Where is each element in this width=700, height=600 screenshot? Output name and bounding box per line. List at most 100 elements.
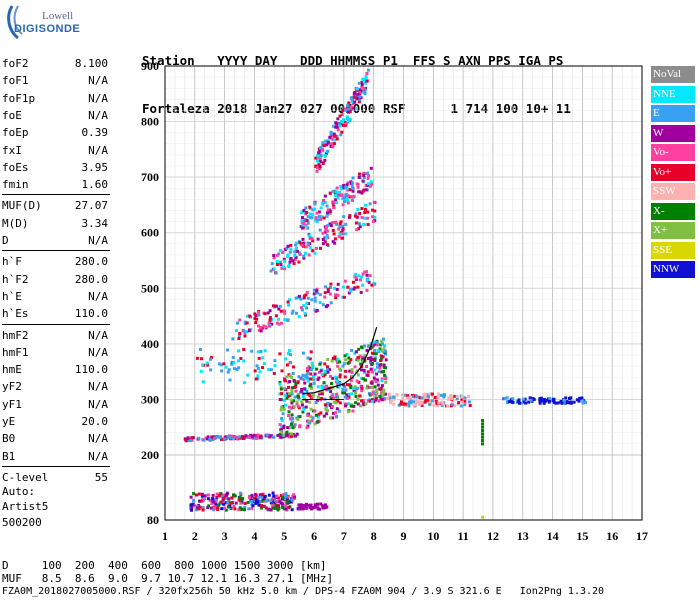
echo-point (286, 395, 290, 399)
echo-point (338, 375, 342, 379)
echo-point (220, 507, 224, 511)
echo-point (271, 506, 275, 510)
echo-point (370, 361, 374, 365)
echo-point (377, 370, 381, 374)
echo-point (370, 283, 374, 287)
echo-point (200, 494, 204, 498)
echo-point (280, 392, 284, 396)
echo-point (275, 260, 279, 264)
echo-point (427, 395, 431, 399)
echo-point (336, 399, 340, 403)
echo-point (380, 339, 384, 343)
echo-point (331, 221, 335, 225)
echo-point (330, 381, 334, 385)
echo-point (303, 376, 307, 380)
echo-point (314, 216, 318, 220)
echo-point (302, 408, 306, 412)
echo-point (354, 221, 358, 225)
echo-point (286, 351, 290, 355)
echo-point (369, 356, 373, 360)
param-value: 280.0 (74, 255, 108, 269)
echo-point (326, 142, 330, 146)
echo-point (344, 388, 348, 392)
echo-point (219, 500, 223, 504)
echo-point (337, 409, 341, 413)
echo-point (304, 405, 308, 409)
echo-point (353, 385, 357, 389)
echo-point (375, 341, 379, 345)
echo-point (206, 493, 210, 497)
echo-point (275, 500, 279, 504)
echo-point (273, 364, 277, 368)
echo-point (379, 354, 383, 358)
echo-point (365, 373, 369, 377)
echo-point (292, 262, 296, 266)
echo-point (228, 378, 232, 382)
echo-point (373, 368, 377, 372)
chart-axes: 1 2 3 4 5 6 7 8 9 10 11 12 13 14 15 16 17802003004005006… (141, 59, 648, 543)
echo-point (355, 182, 359, 186)
echo-point (426, 398, 430, 402)
echo-point (242, 508, 246, 512)
echo-point (327, 368, 331, 372)
echo-point (370, 392, 374, 396)
echo-point (361, 283, 365, 287)
param-row-17: hmE 110.0 (2, 363, 108, 377)
param-row-4: foEp 0.39 (2, 126, 108, 140)
echo-point (308, 205, 312, 209)
echo-point (322, 381, 326, 385)
echo-point (524, 401, 528, 405)
echo-point (321, 242, 325, 246)
echo-point (361, 272, 365, 276)
echo-point (421, 401, 425, 405)
echo-point (311, 374, 315, 378)
echo-point (269, 499, 273, 503)
echo-point (247, 507, 251, 511)
echo-point (428, 403, 432, 407)
echo-point (481, 429, 485, 433)
echo-point (201, 380, 205, 384)
echo-point (243, 505, 247, 509)
echo-point (451, 399, 455, 403)
param-row-3: foE N/A (2, 109, 108, 123)
echo-point (338, 367, 342, 371)
echo-point (257, 495, 261, 499)
echo-point (214, 500, 218, 504)
echo-point (280, 369, 284, 373)
echo-point (481, 422, 485, 426)
echo-point (302, 256, 306, 260)
echo-point (308, 212, 312, 216)
echo-point (287, 303, 291, 307)
echo-point (297, 315, 301, 319)
echo-point (522, 397, 526, 401)
echo-point (348, 110, 352, 114)
echo-point (305, 219, 309, 223)
echo-point (383, 349, 387, 353)
echo-point (270, 322, 274, 326)
echo-point (280, 405, 284, 409)
echo-point (209, 355, 213, 359)
echo-point (279, 387, 283, 391)
echo-point (297, 375, 301, 379)
echo-point (341, 383, 345, 387)
echo-point (289, 417, 293, 421)
echo-point (342, 295, 346, 299)
echo-point (333, 134, 337, 138)
echo-point (304, 245, 308, 249)
echo-point (430, 392, 434, 396)
echo-point (313, 372, 317, 376)
echo-point (235, 367, 239, 371)
echo-point (344, 404, 348, 408)
y-tick-label: 900 (141, 59, 159, 73)
echo-point (345, 192, 349, 196)
echo-point (373, 209, 377, 213)
echo-point (343, 385, 347, 389)
echo-point (308, 394, 312, 398)
echo-point (314, 156, 318, 160)
echo-point (258, 493, 262, 497)
echo-point (364, 76, 368, 80)
y-tick-label: 200 (141, 448, 159, 462)
echo-point (433, 395, 437, 399)
echo-point (371, 208, 375, 212)
echo-point (527, 400, 531, 404)
